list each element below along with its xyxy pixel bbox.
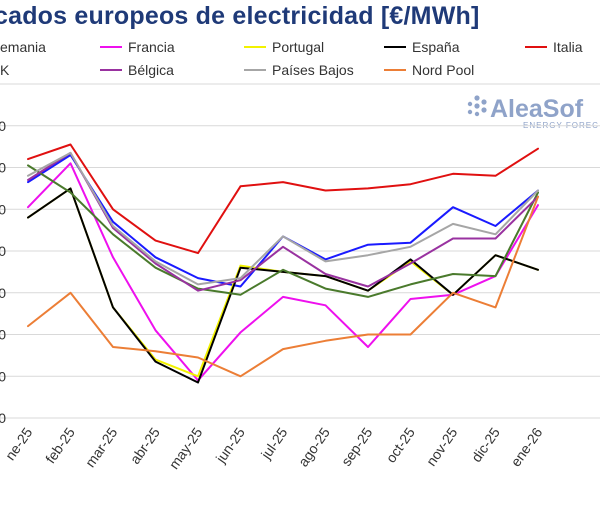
series-line-espana [27,187,539,384]
legend-item-espana: España [384,39,460,55]
y-tick-label: 0 [0,327,6,343]
series-line-belgica [27,151,539,292]
legend-label: emania [0,39,46,55]
legend-item-italia: Italia [525,39,583,55]
y-tick-label: 0 [0,410,6,426]
series-line-k [27,164,539,298]
x-tick-label: mar-25 [82,424,121,470]
legend-label: Francia [128,39,175,55]
x-tick-label: feb-25 [42,424,78,466]
x-tick-label: oct-25 [383,424,419,465]
y-tick-label: 0 [0,118,6,134]
x-tick-label: abr-25 [127,424,163,467]
aleasoft-logo-dots-icon [467,95,487,117]
legend-label: K [0,62,10,78]
legend-item-francia: Francia [100,39,175,55]
x-tick-label: jun-25 [212,424,248,466]
legend-item-belgica: Bélgica [100,62,174,78]
x-tick-label: dic-25 [468,424,503,465]
legend-item-emania: emania [0,39,46,55]
x-tick-label: sep-25 [338,424,376,468]
y-axis-tick-labels: 0 0 0 0 0 0 0 0 [0,118,6,426]
gridlines [0,83,600,419]
legend: emania Francia Portugal España Italia K Bélgic… [0,39,583,78]
aleasoft-watermark: AleaSof ENERGY FOREC [467,95,598,130]
legend-item-paises-bajos: Países Bajos [244,62,354,78]
series-lines [27,143,539,384]
legend-item-k: K [0,62,10,78]
x-axis-tick-labels: ne-25 feb-25 mar-25 abr-25 may-25 jun-25 jul-2… [2,424,546,472]
legend-label: Italia [553,39,583,55]
legend-label: España [412,39,460,55]
legend-label: Nord Pool [412,62,474,78]
chart-title: cados europeos de electricidad [€/MWh] [0,2,480,30]
series-line-paises-bajos [27,151,539,286]
x-tick-label: may-25 [166,424,206,472]
legend-item-nord-pool: Nord Pool [384,62,474,78]
y-tick-label: 0 [0,201,6,217]
x-tick-label: jul-25 [257,424,290,462]
series-line-nord-pool [27,195,539,378]
y-tick-label: 0 [0,160,6,176]
y-tick-label: 0 [0,368,6,384]
legend-label: Países Bajos [272,62,354,78]
series-line-italia [27,143,539,255]
watermark-text: AleaSof [490,95,584,123]
x-tick-label: ene-26 [507,424,545,469]
x-tick-label: ne-25 [2,424,36,463]
y-tick-label: 0 [0,285,6,301]
y-tick-label: 0 [0,243,6,259]
legend-label: Portugal [272,39,324,55]
legend-item-portugal: Portugal [244,39,324,55]
x-tick-label: nov-25 [423,424,461,468]
legend-label: Bélgica [128,62,174,78]
x-tick-label: ago-25 [295,424,333,469]
